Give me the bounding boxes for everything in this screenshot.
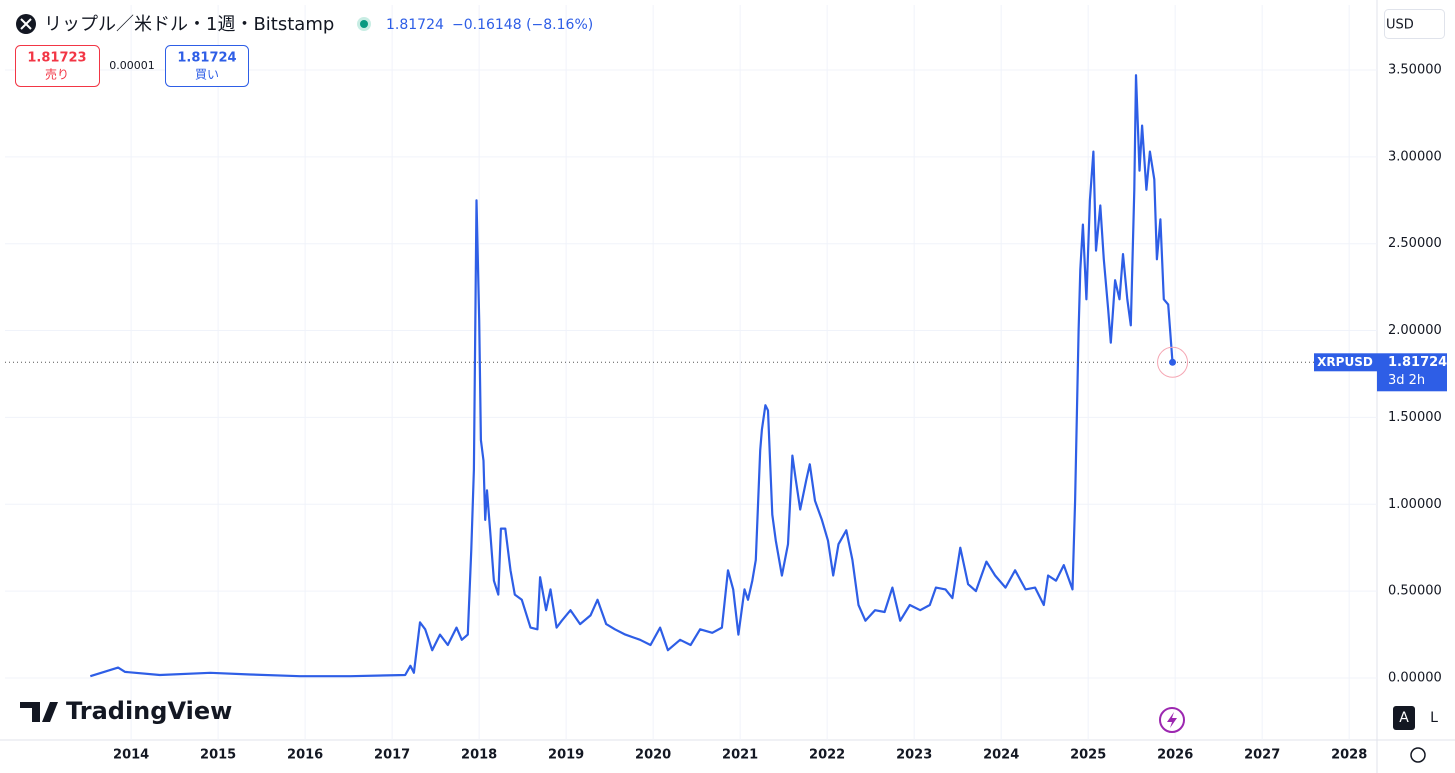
x-tick-label: 2020 xyxy=(635,748,671,763)
x-tick-label: 2028 xyxy=(1331,748,1367,763)
settings-icon[interactable] xyxy=(1410,747,1426,763)
y-tick-label: 1.00000 xyxy=(1388,497,1442,512)
ticker-tag xyxy=(1314,353,1377,372)
x-tick-label: 2014 xyxy=(113,748,149,763)
x-tick-label: 2024 xyxy=(983,748,1019,763)
y-tick-label: 1.50000 xyxy=(1388,410,1442,425)
x-tick-label: 2022 xyxy=(809,748,845,763)
countdown: 3d 2h xyxy=(1388,373,1425,388)
auto-button[interactable] xyxy=(1393,706,1415,730)
log-label: L xyxy=(1430,710,1438,726)
x-tick-label: 2026 xyxy=(1157,748,1193,763)
price-tag xyxy=(1377,353,1447,392)
last-price: 1.81724 xyxy=(386,17,444,33)
price-line xyxy=(89,74,1174,678)
last-point xyxy=(1169,358,1177,366)
x-tick-label: 2017 xyxy=(374,748,410,763)
y-tick-label: 2.00000 xyxy=(1388,323,1442,338)
ticker-name: XRPUSD xyxy=(1317,355,1373,369)
symbol-title: リップル／米ドル・1週・Bitstamp xyxy=(44,14,334,35)
symbol-icon-mark xyxy=(20,18,32,30)
y-tick-label: 3.00000 xyxy=(1388,149,1442,164)
currency: USD xyxy=(1386,18,1414,33)
status-dot xyxy=(360,20,368,28)
buy-label: 買い xyxy=(195,68,219,82)
y-tick-label: 0.00000 xyxy=(1388,670,1442,685)
price-tag-value: 1.81724 xyxy=(1388,355,1447,370)
buy-button[interactable] xyxy=(165,45,249,87)
buy-price: 1.81724 xyxy=(177,51,236,66)
x-tick-label: 2023 xyxy=(896,748,932,763)
x-tick-label: 2015 xyxy=(200,748,236,763)
last-point-halo xyxy=(1157,346,1189,378)
auto-label: A xyxy=(1399,710,1409,726)
sell-price: 1.81723 xyxy=(27,51,86,66)
y-tick-label: 3.50000 xyxy=(1388,62,1442,77)
lightning-icon xyxy=(1167,712,1177,728)
spread: 0.00001 xyxy=(109,59,155,72)
y-tick-label: 2.50000 xyxy=(1388,236,1442,251)
currency-button[interactable] xyxy=(1384,9,1445,39)
x-tick-label: 2019 xyxy=(548,748,584,763)
price-change: −0.16148 (−8.16%) xyxy=(452,17,593,33)
sell-label: 売り xyxy=(45,67,69,82)
y-tick-label: 0.50000 xyxy=(1388,584,1442,599)
plot xyxy=(5,74,1377,678)
x-tick-label: 2021 xyxy=(722,748,758,763)
brand-logo xyxy=(20,702,58,722)
x-tick-label: 2025 xyxy=(1070,748,1106,763)
x-tick-label: 2016 xyxy=(287,748,323,763)
brand: TradingView xyxy=(66,697,232,725)
x-tick-label: 2027 xyxy=(1244,748,1280,763)
x-tick-label: 2018 xyxy=(461,748,497,763)
sell-button[interactable] xyxy=(15,45,100,87)
